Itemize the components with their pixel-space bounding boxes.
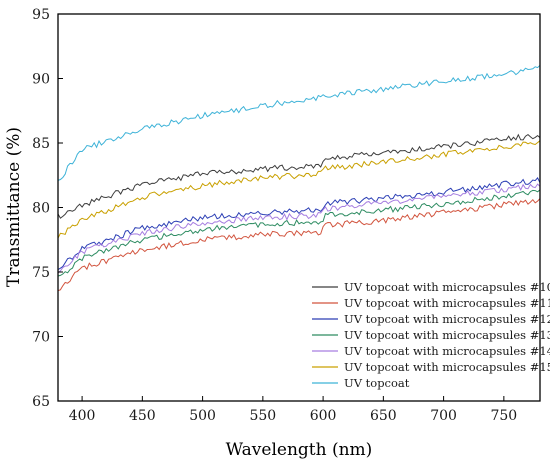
legend-label: UV topcoat [344,376,410,390]
series-line [57,64,541,181]
series-line [57,198,541,292]
legend-label: UV topcoat with microcapsules #10 [344,280,550,294]
x-tick-label: 500 [189,408,216,424]
axis-ticks: 400 450 500 550 600 650 700 750 65 70 75 80 85 90 95 [32,7,517,424]
y-tick-label: 80 [32,201,50,217]
series-line [57,189,541,277]
x-tick-label: 600 [310,408,337,424]
x-tick-label: 400 [69,408,96,424]
legend: UV topcoat with microcapsules #10 UV topc… [312,280,550,390]
y-tick-label: 70 [32,330,50,346]
x-tick-label: 700 [430,408,457,424]
legend-label: UV topcoat with microcapsules #14 [344,344,550,358]
x-axis-title: Wavelength (nm) [226,440,373,460]
series-line [57,133,541,219]
series-line [57,183,541,274]
series-line [57,177,541,271]
series-line [57,140,541,239]
y-tick-label: 95 [32,7,50,23]
legend-label: UV topcoat with microcapsules #12 [344,312,550,326]
y-axis-title: Transmittance (%) [4,127,24,287]
x-tick-label: 450 [129,408,156,424]
series-lines [57,64,541,292]
y-tick-label: 90 [32,72,50,88]
y-tick-label: 75 [32,265,50,281]
x-tick-label: 550 [249,408,276,424]
legend-label: UV topcoat with microcapsules #11 [344,296,550,310]
y-tick-label: 65 [32,394,50,410]
y-tick-label: 85 [32,136,50,152]
x-tick-label: 750 [490,408,517,424]
legend-label: UV topcoat with microcapsules #15 [344,360,550,374]
x-tick-label: 650 [370,408,397,424]
legend-label: UV topcoat with microcapsules #13 [344,328,550,342]
plot-frame [57,13,541,402]
